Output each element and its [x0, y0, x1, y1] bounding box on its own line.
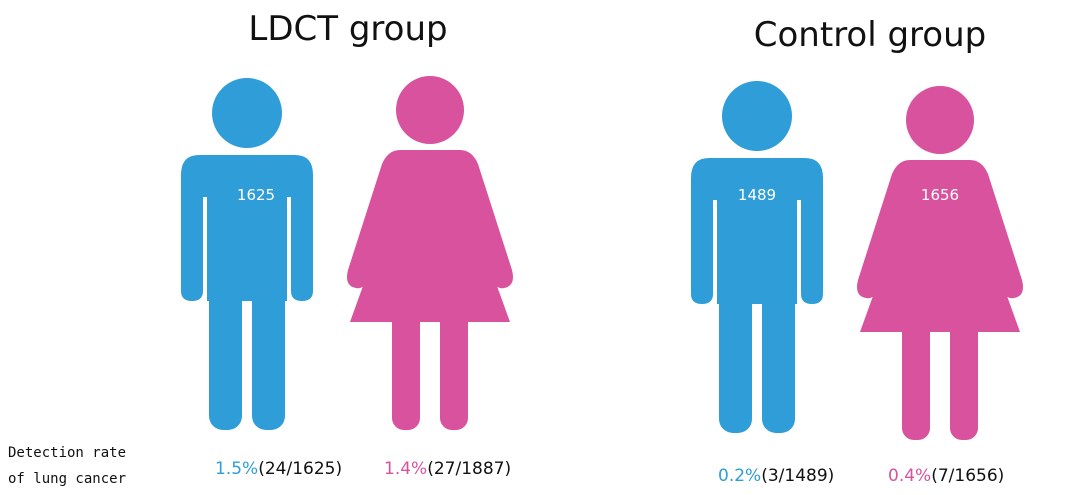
stat: 1.4%(27/1887) [384, 459, 511, 479]
count: 1625 [237, 186, 275, 204]
female-figure [857, 86, 1023, 440]
group-title: Control group [754, 15, 986, 55]
rate: 1.5% [215, 459, 258, 479]
rate: 0.4% [888, 466, 931, 486]
ratio: (27/1887) [427, 459, 511, 479]
rate: 1.4% [384, 459, 427, 479]
group-title: LDCT group [248, 9, 447, 49]
count: 1656 [921, 186, 959, 204]
female-figure [347, 76, 513, 430]
ratio: (3/1489) [761, 466, 834, 486]
row-label: Detection rate [8, 445, 126, 461]
stat: 1.5%(24/1625) [215, 459, 342, 479]
rate: 0.2% [718, 466, 761, 486]
count: 1489 [738, 186, 776, 204]
male-figure [181, 78, 313, 430]
male-figure [691, 81, 823, 433]
row-label: of lung cancer [8, 471, 126, 487]
ratio: (24/1625) [258, 459, 342, 479]
stat: 0.4%(7/1656) [888, 466, 1004, 486]
stat: 0.2%(3/1489) [718, 466, 834, 486]
ratio: (7/1656) [931, 466, 1004, 486]
